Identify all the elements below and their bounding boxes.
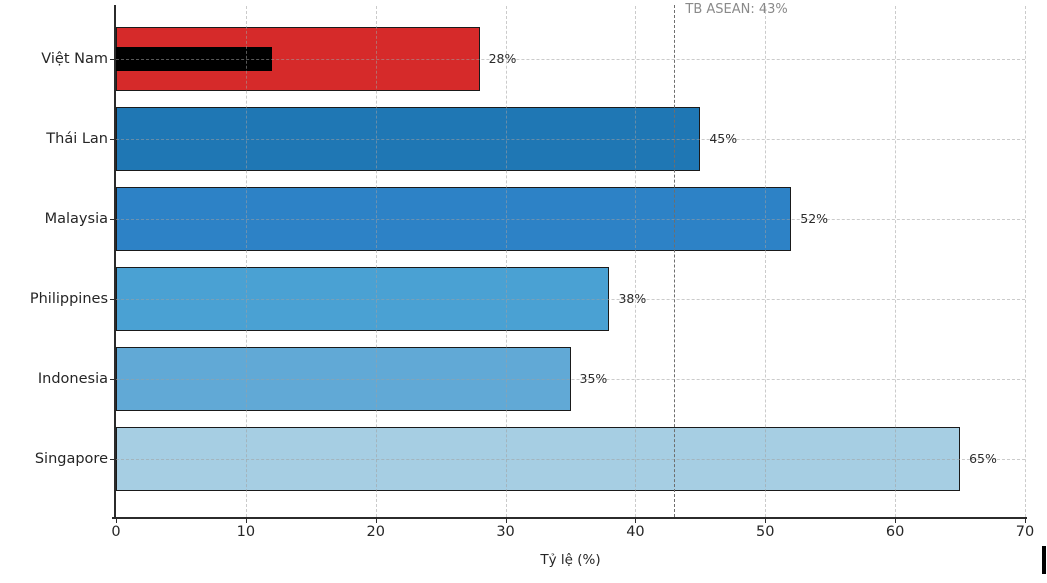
- bar-value-label: 38%: [618, 291, 647, 306]
- x-axis-tick: [765, 517, 767, 523]
- reference-line-label: TB ASEAN: 43%: [685, 2, 788, 17]
- bar-indonesia: [116, 347, 571, 411]
- x-axis-tick: [635, 517, 637, 523]
- category-label: Indonesia: [37, 371, 108, 387]
- category-label: Philippines: [29, 291, 108, 307]
- bar-philippines: [116, 267, 610, 331]
- y-axis-tick: [110, 139, 115, 140]
- x-axis-tick-label: 10: [236, 524, 256, 540]
- x-axis-tick: [1025, 517, 1026, 523]
- overlay-bar-viet-nam: [116, 47, 272, 71]
- x-axis-tick-label: 50: [756, 524, 775, 540]
- x-axis-tick-label: 20: [366, 524, 385, 540]
- category-label: Thái Lan: [46, 131, 108, 147]
- x-axis-tick: [505, 517, 507, 523]
- x-axis-tick-label: 30: [496, 524, 515, 540]
- bar-value-label: 35%: [579, 371, 608, 386]
- x-axis-tick-label: 40: [626, 524, 645, 540]
- y-axis-tick: [110, 299, 115, 300]
- y-axis-tick: [110, 459, 115, 460]
- y-axis-spine: [114, 5, 116, 517]
- x-axis-tick: [375, 517, 377, 523]
- x-axis-title: Tỷ lệ (%): [540, 552, 601, 568]
- bar-value-label: 28%: [488, 51, 517, 66]
- bar-value-label: 65%: [969, 451, 997, 466]
- x-axis-tick: [895, 517, 897, 523]
- y-axis-tick: [110, 219, 115, 220]
- y-axis-tick: [110, 59, 115, 60]
- x-axis-tick-label: 0: [111, 524, 121, 540]
- vertical-gridline: [1025, 6, 1026, 517]
- category-label: Malaysia: [44, 211, 108, 227]
- category-label: Singapore: [34, 451, 108, 467]
- bar-malaysia: [116, 187, 792, 251]
- x-axis-tick-label: 60: [885, 524, 905, 540]
- y-axis-tick: [110, 379, 115, 380]
- bar-thái-lan: [116, 107, 701, 171]
- x-axis-spine: [112, 517, 1027, 519]
- x-axis-tick-label: 70: [1015, 524, 1035, 540]
- bar-value-label: 52%: [800, 211, 829, 226]
- x-axis-tick: [116, 517, 117, 523]
- plot-area: TB ASEAN: 43% 28% 45% 52% 38% 35% 65%: [110, 2, 1027, 523]
- text-cursor-artifact: [1042, 546, 1046, 574]
- bar-value-label: 45%: [709, 131, 738, 146]
- bar-singapore: [116, 427, 961, 491]
- category-label: Việt Nam: [41, 51, 108, 67]
- x-axis-tick: [245, 517, 247, 523]
